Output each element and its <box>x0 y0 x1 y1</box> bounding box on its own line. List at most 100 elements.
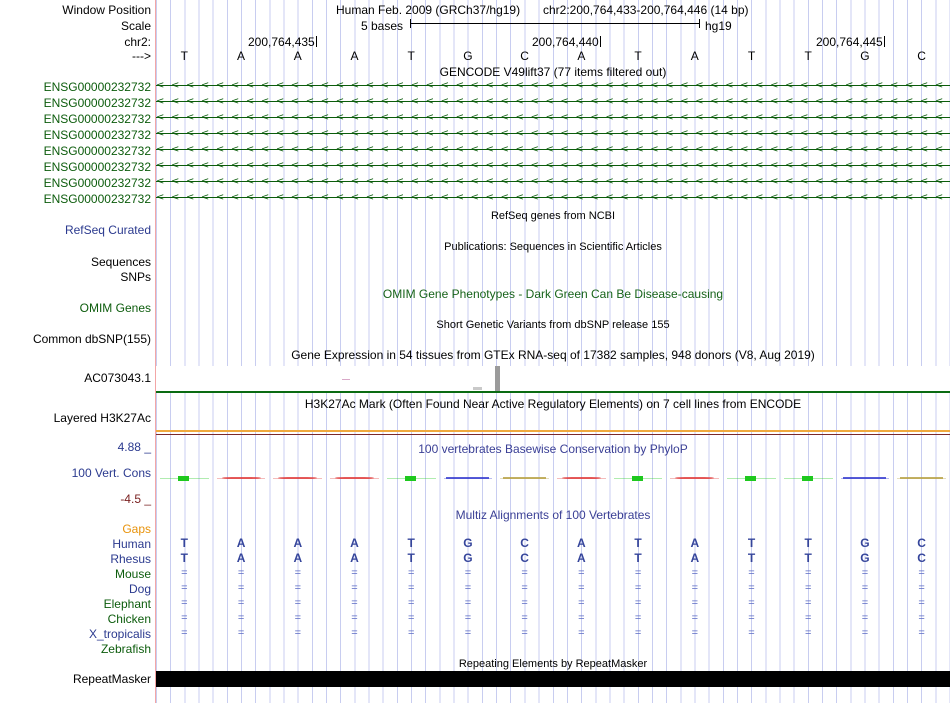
gene-feature-row[interactable]: <<<<<<<<<<<<<<<<<<<<<<<<<<<<<<<<<<<<<<<<… <box>156 160 950 171</box>
conservation-mark-10[interactable] <box>670 474 720 483</box>
gene-label-7[interactable]: ENSG00000232732 <box>43 176 151 190</box>
label-scale: Scale <box>120 19 151 33</box>
multiz-gap: = <box>918 567 925 579</box>
repeatmasker-track-title: Repeating Elements by RepeatMasker <box>458 658 648 670</box>
gene-strand-arrows-icon: <<<<<<<<<<<<<<<<<<<<<<<<<<<<<<<<<<<<<<<<… <box>156 112 950 123</box>
conservation-mark-13[interactable] <box>840 474 890 483</box>
label-species-dog[interactable]: Dog <box>128 582 151 596</box>
multiz-gap: = <box>237 597 245 609</box>
conservation-mark-9[interactable] <box>613 474 663 483</box>
gene-label-6[interactable]: ENSG00000232732 <box>43 160 151 174</box>
conservation-mark-6[interactable] <box>443 474 493 483</box>
gene-feature-row[interactable]: <<<<<<<<<<<<<<<<<<<<<<<<<<<<<<<<<<<<<<<<… <box>156 80 950 91</box>
refseq-track-title: RefSeq genes from NCBI <box>490 210 616 222</box>
gene-label-8[interactable]: ENSG00000232732 <box>43 192 151 206</box>
conservation-mark-12[interactable] <box>783 474 833 483</box>
coord-label-2: 200,764,440 <box>532 35 599 49</box>
label-gaps[interactable]: Gaps <box>122 522 151 536</box>
multiz-row-x_tropicalis[interactable]: = = = = = = = = = = = = = = <box>156 627 950 640</box>
multiz-base: A <box>690 536 700 550</box>
label-snps[interactable]: SNPs <box>120 270 151 284</box>
conservation-mark-7[interactable] <box>500 474 549 483</box>
gtex-wiggle-box[interactable] <box>156 366 950 393</box>
multiz-base: T <box>180 536 189 550</box>
gene-feature-row[interactable]: <<<<<<<<<<<<<<<<<<<<<<<<<<<<<<<<<<<<<<<<… <box>156 192 950 203</box>
gene-body-line <box>156 101 950 102</box>
multiz-gap: = <box>181 597 188 609</box>
conservation-mark-5[interactable] <box>386 474 436 483</box>
position-text: chr2:200,764,433-200,764,446 (14 bp) <box>543 3 749 17</box>
conservation-mark-2[interactable] <box>216 474 266 483</box>
coord-label-3: 200,764,445 <box>816 35 883 49</box>
label-species-zebrafish[interactable]: Zebrafish <box>100 642 151 656</box>
multiz-gap: = <box>181 567 188 579</box>
label-ac073043[interactable]: AC073043.1 <box>84 371 151 385</box>
gene-feature-row[interactable]: <<<<<<<<<<<<<<<<<<<<<<<<<<<<<<<<<<<<<<<<… <box>156 96 950 107</box>
gene-label-4[interactable]: ENSG00000232732 <box>43 128 151 142</box>
label-species-mouse[interactable]: Mouse <box>114 567 151 581</box>
multiz-gap: = <box>237 567 245 579</box>
multiz-base: G <box>860 536 870 550</box>
track-data-panel[interactable]: Human Feb. 2009 (GRCh37/hg19) chr2:200,7… <box>156 0 950 703</box>
conservation-mark-14[interactable] <box>897 474 946 483</box>
multiz-base: C <box>520 551 529 565</box>
label-species-human[interactable]: Human <box>112 537 151 551</box>
conservation-mark-11[interactable] <box>727 474 776 483</box>
gene-label-1[interactable]: ENSG00000232732 <box>43 80 151 94</box>
multiz-base: T <box>804 536 812 550</box>
gene-label-3[interactable]: ENSG00000232732 <box>43 112 151 126</box>
repeatmasker-bar[interactable] <box>156 671 950 687</box>
multiz-base: A <box>236 536 246 550</box>
multiz-row-elephant[interactable]: = = = = = = = = = = = = = = <box>156 597 950 610</box>
omim-track-title: OMIM Gene Phenotypes - Dark Green Can Be… <box>382 287 724 301</box>
multiz-gap: = <box>464 582 472 594</box>
multiz-gap: = <box>351 612 358 624</box>
label-omim-genes[interactable]: OMIM Genes <box>79 301 151 315</box>
conservation-marks-row[interactable] <box>156 474 950 483</box>
gene-feature-row[interactable]: <<<<<<<<<<<<<<<<<<<<<<<<<<<<<<<<<<<<<<<<… <box>156 112 950 123</box>
label-species-elephant[interactable]: Elephant <box>103 597 151 611</box>
multiz-gap: = <box>634 597 642 609</box>
label-species-rhesus[interactable]: Rhesus <box>110 552 151 566</box>
label-species-chicken[interactable]: Chicken <box>107 612 151 626</box>
label-refseq-curated[interactable]: RefSeq Curated <box>64 223 151 237</box>
label-repeatmasker[interactable]: RepeatMasker <box>72 672 151 686</box>
multiz-row-zebrafish[interactable] <box>156 642 950 655</box>
multiz-row-dog[interactable]: = = = = = = = = = = = = = = <box>156 582 950 595</box>
gtex-baseline <box>156 391 950 393</box>
conservation-mark-1[interactable] <box>160 474 209 483</box>
multiz-gap: = <box>634 582 642 594</box>
conservation-mark-3[interactable] <box>273 474 323 483</box>
conservation-mark-4[interactable] <box>330 474 379 483</box>
multiz-base: T <box>634 536 642 550</box>
multiz-gap: = <box>748 627 755 639</box>
multiz-gap: = <box>691 567 698 579</box>
label-common-dbsnp[interactable]: Common dbSNP(155) <box>32 332 151 346</box>
label-species-xtropicalis[interactable]: X_tropicalis <box>88 627 151 641</box>
gene-feature-row[interactable]: <<<<<<<<<<<<<<<<<<<<<<<<<<<<<<<<<<<<<<<<… <box>156 144 950 155</box>
multiz-base: A <box>293 551 303 565</box>
multiz-gap: = <box>407 597 415 609</box>
multiz-row-mouse[interactable]: = = = = = = = = = = = = = = <box>156 567 950 580</box>
multiz-base: T <box>747 536 756 550</box>
h3k27ac-orange-line <box>156 430 950 432</box>
multiz-gap: = <box>691 627 698 639</box>
conservation-mark-8[interactable] <box>557 474 606 483</box>
multiz-gap: = <box>464 627 472 639</box>
gene-strand-arrows-icon: <<<<<<<<<<<<<<<<<<<<<<<<<<<<<<<<<<<<<<<<… <box>156 144 950 155</box>
gene-label-5[interactable]: ENSG00000232732 <box>43 144 151 158</box>
label-100-vert-cons[interactable]: 100 Vert. Cons <box>71 466 151 480</box>
multiz-gap: = <box>691 582 698 594</box>
label-layered-h3k27ac[interactable]: Layered H3K27Ac <box>53 411 151 425</box>
gene-label-2[interactable]: ENSG00000232732 <box>43 96 151 110</box>
multiz-gap: = <box>464 612 472 624</box>
gene-feature-row[interactable]: <<<<<<<<<<<<<<<<<<<<<<<<<<<<<<<<<<<<<<<<… <box>156 176 950 187</box>
conservation-min-value: -4.5 _ <box>120 492 151 506</box>
multiz-base: A <box>293 536 303 550</box>
multiz-row-chicken[interactable]: = = = = = = = = = = = = = = <box>156 612 950 625</box>
gene-feature-row[interactable]: <<<<<<<<<<<<<<<<<<<<<<<<<<<<<<<<<<<<<<<<… <box>156 128 950 139</box>
label-sequences[interactable]: Sequences <box>90 255 151 269</box>
ruler-base-4: A <box>350 49 359 63</box>
